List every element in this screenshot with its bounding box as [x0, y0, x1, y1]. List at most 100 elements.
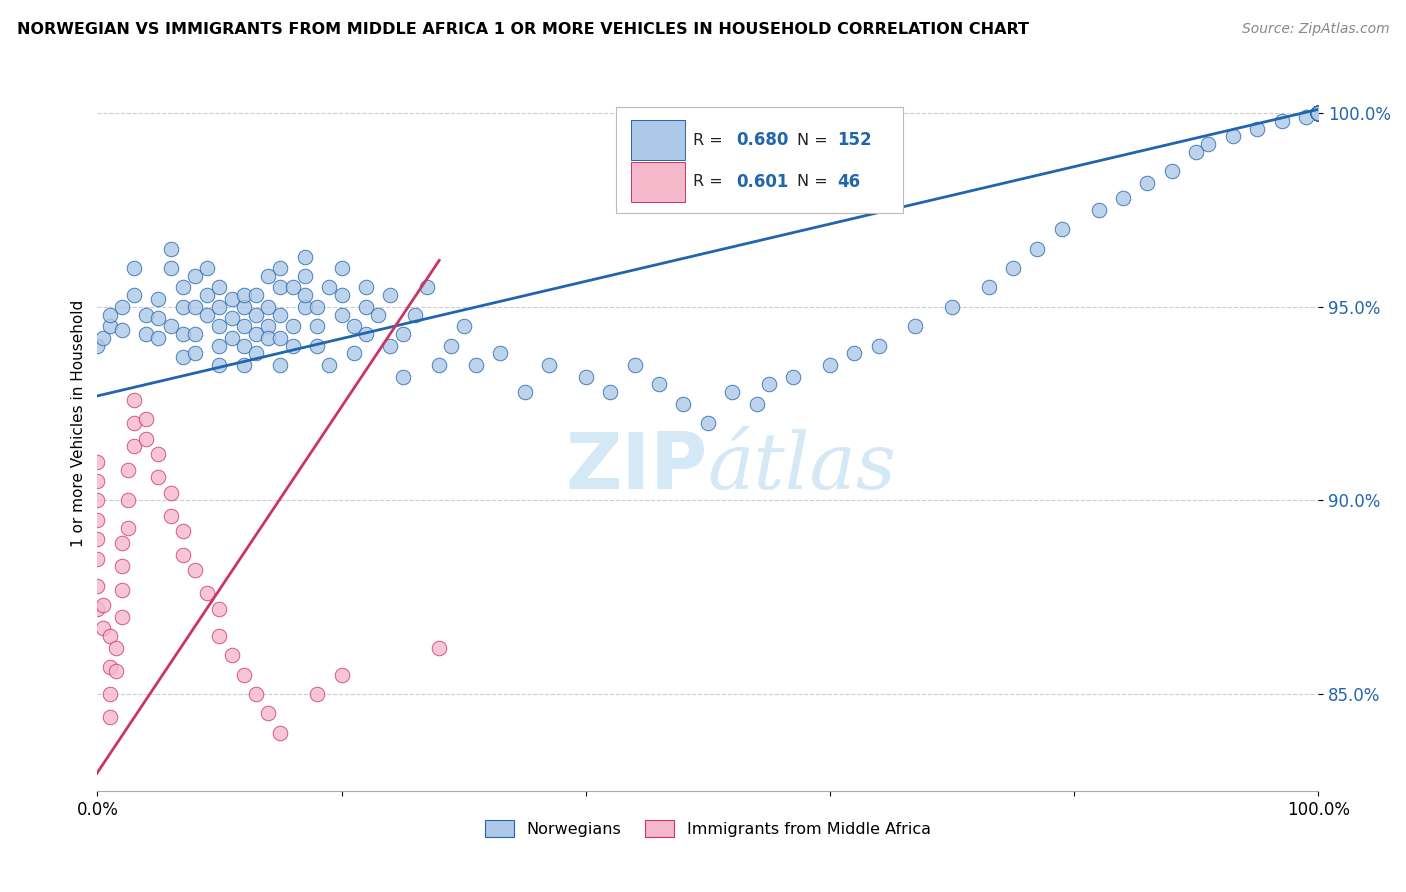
Point — [1308, 106, 1330, 120]
Point — [159, 485, 181, 500]
Text: N =: N = — [797, 174, 832, 189]
Point — [98, 710, 121, 724]
Point — [844, 346, 866, 360]
Point — [269, 308, 291, 322]
Point — [148, 331, 170, 345]
Point — [1308, 106, 1330, 120]
Point — [294, 268, 316, 283]
Point — [1246, 121, 1268, 136]
Point — [111, 323, 134, 337]
Point — [221, 311, 243, 326]
Point — [195, 261, 218, 276]
Point — [1308, 106, 1330, 120]
Point — [269, 261, 291, 276]
Point — [696, 416, 718, 430]
Point — [86, 493, 108, 508]
Point — [159, 319, 181, 334]
Point — [184, 326, 207, 341]
Point — [172, 548, 194, 562]
Point — [221, 331, 243, 345]
Point — [354, 326, 377, 341]
Point — [977, 280, 1000, 294]
Text: 46: 46 — [837, 173, 860, 191]
Point — [575, 369, 598, 384]
Text: Source: ZipAtlas.com: Source: ZipAtlas.com — [1241, 22, 1389, 37]
Point — [868, 338, 890, 352]
Point — [1002, 261, 1025, 276]
Point — [1308, 106, 1330, 120]
Point — [1222, 129, 1244, 144]
Point — [281, 280, 304, 294]
Point — [1308, 106, 1330, 120]
Point — [257, 331, 280, 345]
Point — [318, 358, 340, 372]
Text: R =: R = — [693, 133, 728, 147]
Point — [380, 288, 402, 302]
Point — [1308, 106, 1330, 120]
Point — [172, 300, 194, 314]
Point — [453, 319, 475, 334]
Point — [221, 648, 243, 663]
Point — [281, 319, 304, 334]
Point — [98, 687, 121, 701]
Point — [818, 358, 841, 372]
Point — [172, 326, 194, 341]
Point — [86, 579, 108, 593]
Point — [464, 358, 486, 372]
Point — [758, 377, 780, 392]
Point — [1308, 106, 1330, 120]
Point — [111, 300, 134, 314]
Point — [208, 280, 231, 294]
Point — [86, 474, 108, 488]
Point — [1308, 106, 1330, 120]
Point — [1308, 106, 1330, 120]
Point — [1295, 110, 1317, 124]
Point — [1050, 222, 1073, 236]
Point — [208, 629, 231, 643]
Point — [427, 640, 450, 655]
Point — [232, 288, 254, 302]
Text: N =: N = — [797, 133, 832, 147]
Point — [1026, 242, 1049, 256]
Point — [1308, 106, 1330, 120]
Point — [159, 242, 181, 256]
Point — [1308, 106, 1330, 120]
FancyBboxPatch shape — [616, 107, 903, 213]
Point — [1308, 106, 1330, 120]
Point — [330, 261, 353, 276]
Point — [269, 726, 291, 740]
Point — [245, 346, 267, 360]
Point — [122, 261, 145, 276]
Point — [672, 397, 695, 411]
Point — [117, 462, 139, 476]
Point — [269, 280, 291, 294]
Point — [391, 326, 413, 341]
Point — [111, 582, 134, 597]
Point — [172, 524, 194, 539]
Point — [1308, 106, 1330, 120]
Point — [184, 268, 207, 283]
Point — [93, 598, 115, 612]
Point — [380, 338, 402, 352]
Point — [98, 660, 121, 674]
Point — [440, 338, 463, 352]
FancyBboxPatch shape — [631, 162, 685, 202]
Point — [117, 520, 139, 534]
Point — [184, 563, 207, 577]
Point — [122, 439, 145, 453]
Point — [1308, 106, 1330, 120]
Point — [294, 300, 316, 314]
Point — [1308, 106, 1330, 120]
Point — [1308, 106, 1330, 120]
Y-axis label: 1 or more Vehicles in Household: 1 or more Vehicles in Household — [72, 300, 86, 547]
Point — [623, 358, 645, 372]
Point — [354, 300, 377, 314]
Point — [367, 308, 389, 322]
Point — [307, 687, 329, 701]
Point — [354, 280, 377, 294]
Point — [343, 346, 366, 360]
Point — [232, 338, 254, 352]
Point — [245, 326, 267, 341]
Point — [245, 308, 267, 322]
Point — [1308, 106, 1330, 120]
